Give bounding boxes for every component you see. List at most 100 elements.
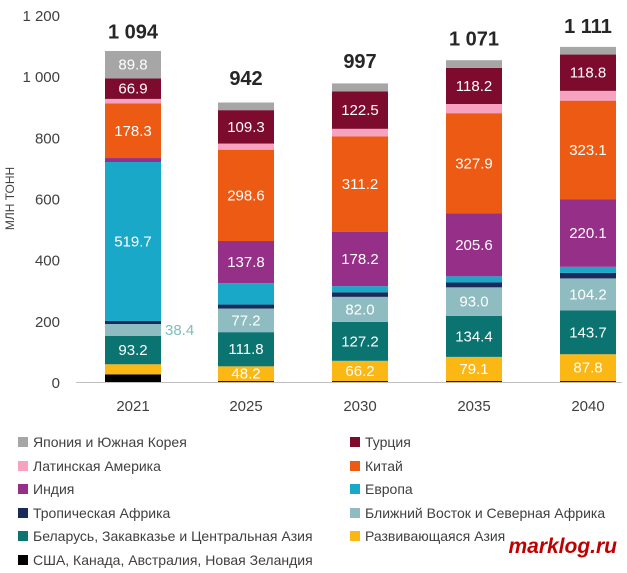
stacked-bar-chart: МЛН ТОНН 0 200 400 600 800 1 000 1 200 93.2 38.4 5…: [3, 8, 622, 415]
bar-segment: [446, 282, 502, 288]
x-tick-label: 2025: [229, 398, 262, 415]
total-label: 1 094: [108, 21, 159, 43]
watermark: marklog.ru: [508, 535, 617, 558]
total-label: 997: [343, 51, 376, 73]
data-label: 205.6: [455, 237, 493, 254]
bar-segment: [332, 381, 388, 382]
data-label: 327.9: [455, 155, 493, 172]
y-tick-label: 800: [35, 130, 60, 147]
bar-segment: [446, 213, 502, 277]
data-label: 134.4: [455, 328, 493, 345]
y-tick-label: 200: [35, 314, 60, 331]
bar-segment: [446, 60, 502, 68]
data-label: 89.8: [118, 57, 147, 74]
annotation-label: 38.4: [165, 322, 194, 339]
bar-segment: [560, 381, 616, 382]
bar-segment: [332, 296, 388, 322]
bar-segment: [218, 304, 274, 309]
bar-segment: [560, 354, 616, 382]
bar-segment: [218, 366, 274, 382]
data-label: 109.3: [227, 119, 265, 136]
bar-segment: [218, 241, 274, 284]
bar-segment: [446, 276, 502, 283]
y-tick-label: 600: [35, 192, 60, 209]
x-tick-label: 2030: [343, 398, 376, 415]
legend-swatch: [350, 507, 360, 518]
legend-swatch: [350, 531, 360, 542]
legend-swatch: [18, 484, 28, 495]
legend-label: Япония и Южная Корея: [33, 434, 187, 450]
bar-segment: [105, 158, 161, 163]
bar-segment: [218, 308, 274, 333]
bar-segment: [446, 381, 502, 382]
bar-segment: [560, 46, 616, 55]
data-label: 323.1: [569, 142, 607, 159]
legend-swatch: [18, 460, 28, 471]
bar-segment: [105, 78, 161, 99]
data-label: 118.8: [570, 65, 606, 82]
legend-label: США, Канада, Австралия, Новая Зеландия: [33, 552, 313, 568]
legend-label: Латинская Америка: [33, 457, 161, 474]
bar-segment: [446, 113, 502, 214]
bar-segment: [105, 320, 161, 325]
legend-label: Развивающаяся Азия: [365, 528, 506, 545]
data-label: 220.1: [569, 225, 607, 242]
data-label: 118.2: [456, 78, 492, 95]
data-label: 104.2: [569, 286, 607, 303]
total-label: 942: [229, 68, 262, 90]
legend-label: Китай: [365, 457, 403, 474]
bar-segment: [560, 90, 616, 101]
bar-segment: [560, 100, 616, 200]
bar-segment: [332, 360, 388, 382]
bar-segment: [560, 272, 616, 279]
data-label: 311.2: [342, 176, 378, 193]
legend-label: Индия: [33, 481, 75, 498]
bar-segment: [332, 83, 388, 92]
total-label: 1 111: [564, 16, 612, 38]
legend-swatch: [18, 437, 28, 447]
bar-segment: [446, 67, 502, 104]
data-label: 66.2: [345, 363, 374, 380]
data-label: 93.2: [118, 342, 147, 359]
data-label: 77.2: [231, 312, 260, 329]
bar-segment: [332, 292, 388, 297]
data-label: 111.8: [228, 341, 263, 358]
legend-label: Беларусь, Закавказье и Центральная Азия: [33, 528, 313, 545]
legend-label: Европа: [365, 481, 413, 498]
bar-segment: [560, 266, 616, 273]
x-tick-label: 2035: [457, 398, 490, 415]
legend-swatch: [350, 437, 360, 447]
bar-segment: [560, 54, 616, 91]
y-axis-label: МЛН ТОНН: [3, 167, 17, 230]
legend-swatch: [350, 460, 360, 471]
bar-segment: [218, 332, 274, 367]
data-label: 122.5: [341, 102, 379, 119]
legend-swatch: [350, 484, 360, 495]
x-tick-label: 2040: [571, 398, 604, 415]
data-label: 143.7: [569, 324, 607, 341]
total-label: 1 071: [449, 28, 499, 50]
bar-segment: [218, 110, 274, 144]
data-label: 87.8: [573, 360, 602, 377]
data-label: 82.0: [345, 301, 374, 318]
bar-segment: [332, 136, 388, 232]
data-label: 178.3: [114, 123, 152, 140]
bar-segment: [332, 128, 388, 137]
bar-segment: [218, 149, 274, 242]
bar-segment: [105, 324, 161, 336]
data-label: 137.8: [227, 254, 265, 271]
bar-segment: [332, 286, 388, 293]
bar-segment: [105, 374, 161, 382]
bar-segment: [105, 103, 161, 159]
y-tick-label: 400: [35, 253, 60, 270]
legend-label: Турция: [365, 434, 411, 450]
bar-segment: [105, 162, 161, 321]
bar-segment: [105, 50, 161, 79]
bar-segment: [218, 102, 274, 111]
bar-segment: [105, 98, 161, 104]
bar-segment: [446, 356, 502, 382]
bar-segment: [446, 103, 502, 114]
legend-label: Ближний Восток и Северная Африка: [365, 504, 606, 521]
y-tick-label: 1 000: [22, 69, 60, 86]
bar-segment: [446, 315, 502, 357]
